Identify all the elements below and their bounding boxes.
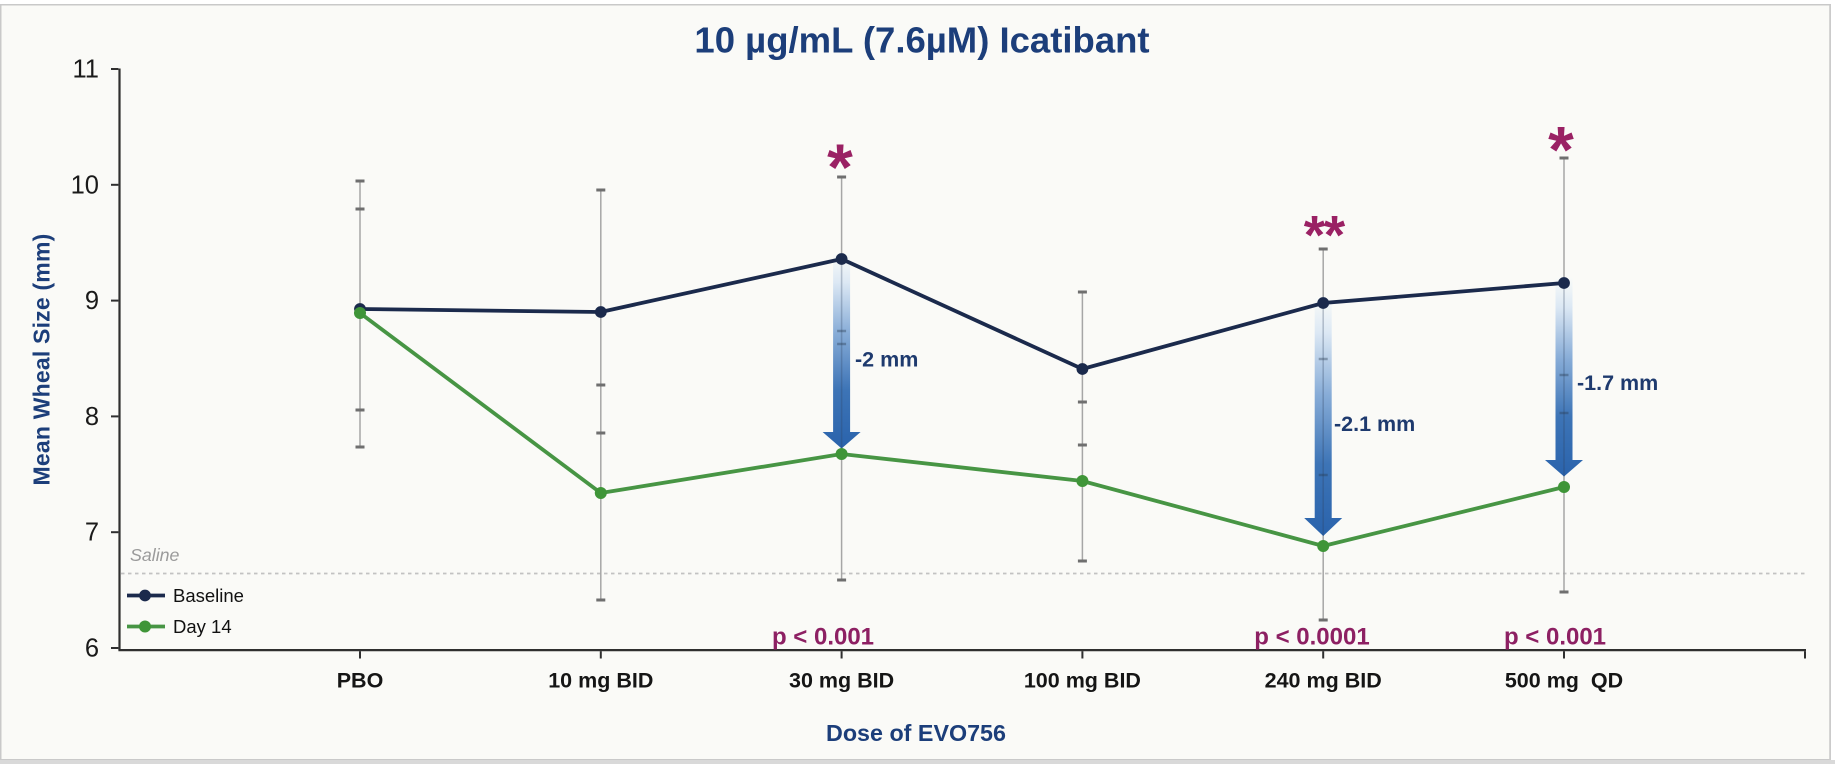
svg-text:6: 6 (85, 635, 99, 663)
svg-text:*: * (827, 130, 853, 204)
svg-text:30 mg BID: 30 mg BID (789, 669, 894, 693)
svg-text:240 mg BID: 240 mg BID (1265, 669, 1382, 693)
svg-text:*: * (1304, 204, 1326, 266)
svg-text:8: 8 (85, 403, 99, 431)
svg-text:Mean Wheal Size (mm): Mean Wheal Size (mm) (29, 234, 55, 486)
svg-text:*: * (1548, 113, 1574, 187)
svg-text:7: 7 (85, 519, 99, 547)
svg-text:9: 9 (85, 287, 99, 315)
svg-text:Baseline: Baseline (173, 585, 244, 606)
svg-text:10 µg/mL (7.6µM) Icatibant: 10 µg/mL (7.6µM) Icatibant (694, 20, 1149, 61)
svg-text:*: * (1324, 204, 1346, 266)
svg-text:Day 14: Day 14 (173, 616, 232, 637)
svg-text:Dose of EVO756: Dose of EVO756 (826, 720, 1006, 746)
svg-text:-2.1 mm: -2.1 mm (1334, 412, 1415, 436)
svg-text:p < 0.001: p < 0.001 (1504, 624, 1606, 651)
svg-text:-1.7 mm: -1.7 mm (1577, 371, 1658, 395)
svg-text:10: 10 (71, 171, 99, 199)
svg-text:p < 0.0001: p < 0.0001 (1254, 624, 1369, 651)
svg-text:PBO: PBO (337, 669, 384, 693)
svg-text:10 mg BID: 10 mg BID (548, 669, 653, 693)
svg-text:p < 0.001: p < 0.001 (772, 624, 874, 651)
svg-text:-2 mm: -2 mm (855, 348, 918, 372)
svg-text:Saline: Saline (130, 545, 180, 565)
svg-text:100 mg BID: 100 mg BID (1024, 669, 1141, 693)
svg-text:500 mg QD: 500 mg QD (1505, 669, 1623, 693)
svg-text:11: 11 (73, 56, 99, 84)
